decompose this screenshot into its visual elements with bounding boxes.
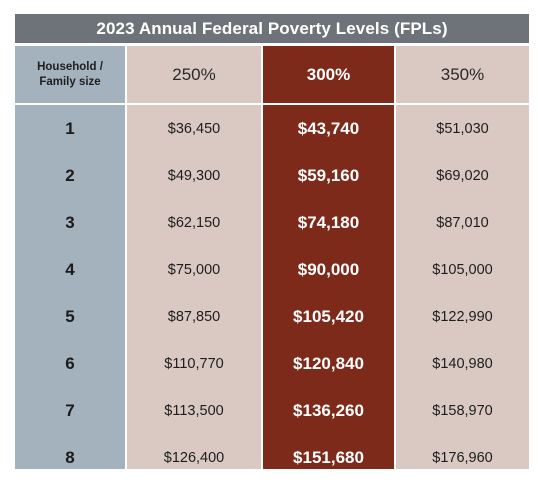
value-350-cell: $122,990 (432, 308, 493, 325)
household-size-cell: 7 (65, 401, 75, 421)
header-household: Household / Family size (15, 46, 125, 103)
value-350-cell: $105,000 (432, 261, 493, 278)
value-300-cell: $59,160 (297, 165, 360, 185)
column-300-highlight (263, 46, 394, 469)
household-size-cell: 2 (65, 165, 75, 185)
fpl-table: 2023 Annual Federal Poverty Levels (FPLs… (15, 14, 529, 469)
household-size-cell: 3 (65, 212, 75, 232)
header-350: 350% (440, 64, 485, 84)
value-350-cell: $140,980 (432, 356, 493, 373)
household-size-cell: 6 (65, 354, 75, 374)
value-350-cell: $158,970 (432, 403, 493, 420)
table-title: 2023 Annual Federal Poverty Levels (FPLs… (15, 14, 529, 43)
value-300-cell: $151,680 (293, 448, 364, 468)
value-350-cell: $51,030 (436, 120, 489, 137)
value-300-cell: $90,000 (297, 259, 360, 279)
header-household-line2: Family size (39, 75, 101, 88)
value-250-cell: $113,500 (164, 403, 224, 420)
value-300-cell: $74,180 (297, 212, 360, 232)
header-250: 250% (172, 64, 216, 84)
value-350-cell: $87,010 (436, 214, 489, 231)
value-250-cell: $75,000 (167, 261, 221, 278)
household-column (15, 46, 125, 469)
household-size-cell: 8 (65, 448, 75, 468)
column-350 (396, 46, 529, 469)
value-300-cell: $120,840 (293, 354, 364, 374)
household-size-cell: 4 (65, 259, 75, 279)
household-size-cell: 5 (65, 306, 75, 326)
column-250 (127, 46, 261, 469)
value-300-cell: $43,740 (297, 118, 360, 138)
value-250-cell: $49,300 (167, 167, 221, 184)
value-300-cell: $136,260 (293, 401, 364, 421)
value-250-cell: $126,400 (163, 450, 225, 467)
header-divider (15, 103, 529, 105)
value-250-cell: $87,850 (167, 308, 221, 325)
value-300-cell: $105,420 (293, 306, 364, 326)
header-300: 300% (306, 64, 351, 84)
household-size-cell: 1 (65, 118, 75, 138)
header-household-line1: Household / (37, 60, 103, 73)
value-250-cell: $36,450 (167, 120, 221, 137)
table-grid: Household / Family size 250% 300% 350% 1… (15, 46, 529, 469)
value-250-cell: $110,770 (164, 356, 224, 373)
value-350-cell: $69,020 (436, 167, 489, 184)
value-350-cell: $176,960 (432, 450, 493, 467)
value-250-cell: $62,150 (167, 214, 221, 231)
